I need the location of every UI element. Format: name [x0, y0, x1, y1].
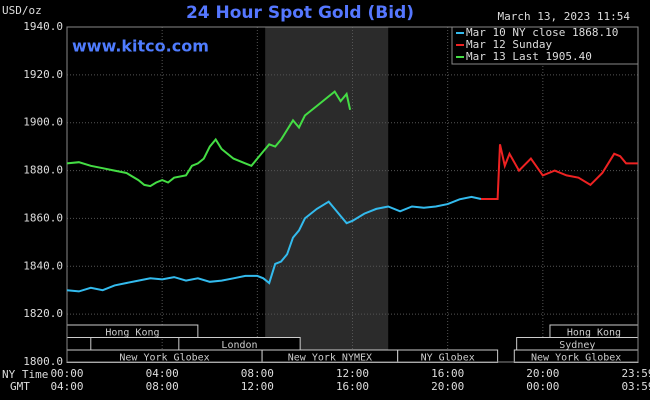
x-tick-label: 00:00 [50, 367, 83, 380]
session: New York NYMEX [261, 349, 399, 363]
y-tick-label: 1860.0 [23, 211, 63, 224]
x2-tick-label: 08:00 [146, 380, 179, 393]
timestamp: March 13, 2023 11:54 [498, 10, 631, 23]
x2-tick-label: 00:00 [526, 380, 559, 393]
x-tick-label: 04:00 [146, 367, 179, 380]
market-hours-shade [265, 27, 389, 362]
y-tick-label: 1880.0 [23, 164, 63, 177]
session: Sydney [516, 337, 639, 351]
x2-tick-label: 04:00 [50, 380, 83, 393]
y-tick-label: 1920.0 [23, 68, 63, 81]
x-tick-label: 20:00 [526, 367, 559, 380]
x-tick-label: 08:00 [241, 367, 274, 380]
session: London [178, 337, 301, 351]
y-tick-label: 1820.0 [23, 307, 63, 320]
chart-title: 24 Hour Spot Gold (Bid) [186, 3, 414, 23]
session-label: Hong Kong [105, 327, 159, 338]
y-tick-label: 1940.0 [23, 20, 63, 33]
session-label: London [221, 340, 257, 351]
session-label: New York NYMEX [288, 352, 372, 363]
x-tick-label: 12:00 [336, 367, 369, 380]
y-tick-label: 1840.0 [23, 259, 63, 272]
series-line [481, 144, 638, 200]
x2-tick-label: 12:00 [241, 380, 274, 393]
x2-axis-label: GMT [10, 380, 30, 393]
x-tick-label: 16:00 [431, 367, 464, 380]
x-tick-label: 23:59 [621, 367, 650, 380]
x-axis-label: NY Time [2, 368, 48, 381]
y-tick-label: 1800.0 [23, 355, 63, 368]
x2-tick-label: 03:59 [621, 380, 650, 393]
x2-tick-label: 16:00 [336, 380, 369, 393]
series-line [66, 195, 482, 293]
series-line [66, 90, 352, 188]
session-box [66, 337, 92, 351]
session-label: NY Globex [421, 352, 475, 363]
session: Hong Kong [549, 324, 639, 338]
session: New York Globex [66, 349, 263, 363]
plot-frame [66, 26, 639, 363]
session: New York Globex [513, 349, 639, 363]
legend-label: Mar 12 Sunday [466, 38, 552, 51]
legend-label: Mar 10 NY close 1868.10 [466, 26, 618, 39]
session: NY Globex [397, 349, 499, 363]
watermark: www.kitco.com [72, 37, 209, 56]
session-label: Sydney [559, 340, 595, 351]
legend-label: Mar 13 Last 1905.40 [466, 50, 592, 63]
legend-box [451, 26, 639, 65]
unit-label: USD/oz [2, 4, 42, 17]
session-label: Hong Kong [567, 327, 621, 338]
session [66, 337, 92, 351]
x2-tick-label: 20:00 [431, 380, 464, 393]
session-label: New York Globex [531, 352, 621, 363]
y-tick-label: 1900.0 [23, 116, 63, 129]
session: Hong Kong [66, 324, 199, 338]
session-label: New York Globex [119, 352, 209, 363]
